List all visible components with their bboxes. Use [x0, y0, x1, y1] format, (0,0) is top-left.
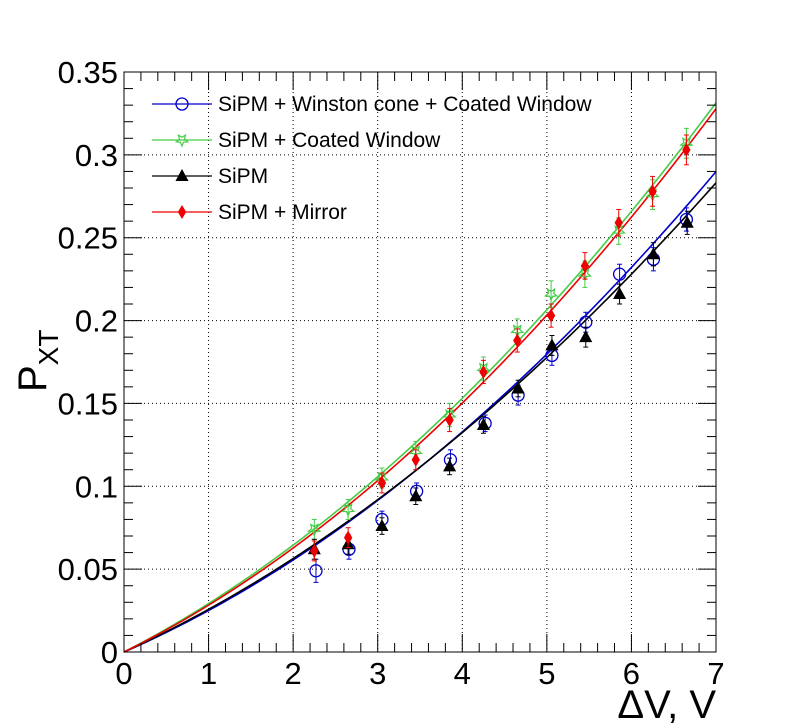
point-sipm — [375, 519, 389, 532]
y-tick-label: 0.2 — [75, 304, 118, 339]
x-tick-label: 0 — [115, 656, 132, 691]
fit-curve-sipm-mirror — [123, 108, 717, 653]
point-sipm-coated-window — [510, 324, 525, 339]
point-sipm — [579, 330, 593, 343]
point-sipm-coated-window — [543, 287, 559, 302]
point-sipm-mirror — [546, 308, 556, 323]
x-tick-label: 4 — [454, 656, 471, 691]
y-tick-label: 0.35 — [58, 55, 118, 90]
point-sipm-mirror — [682, 142, 691, 157]
point-sipm — [545, 338, 559, 351]
legend: SiPM + Winston cone + Coated Window SiPM … — [152, 93, 592, 224]
point-sipm-mirror — [648, 184, 657, 199]
point-sipm-mirror — [343, 530, 353, 545]
point-sipm-mirror — [445, 413, 454, 427]
point-sipm-mirror — [580, 258, 590, 273]
point-sipm-coated-window — [307, 523, 322, 537]
point-sipm-mirror — [310, 543, 319, 558]
point-sipm-mirror — [377, 475, 387, 490]
x-tick-label: 7 — [707, 656, 724, 691]
point-sipm-mirror — [411, 452, 420, 467]
legend-label-sipm-winston-cone-coated-window: SiPM + Winston cone + Coated Window — [218, 93, 592, 116]
y-tick-label: 0.3 — [75, 138, 118, 173]
point-sipm — [613, 287, 627, 300]
point-sipm-mirror — [513, 333, 522, 348]
legend-marker-sipm-winston-cone-coated-window — [175, 97, 189, 111]
fit-curve-sipm — [123, 182, 717, 653]
legend-marker-sipm-mirror — [177, 205, 187, 219]
y-axis-title: PXT — [11, 330, 64, 392]
point-sipm-coated-window — [340, 503, 356, 518]
point-sipm-winston-cone-coated-window — [612, 267, 627, 281]
y-tick-label: 0.25 — [58, 221, 118, 256]
point-sipm-mirror — [614, 215, 623, 230]
point-sipm-coated-window — [408, 445, 423, 460]
point-sipm — [511, 381, 525, 394]
grid — [124, 72, 716, 652]
plot-frame — [123, 71, 717, 653]
x-tick-label: 3 — [369, 656, 386, 691]
legend-label-sipm-coated-window: SiPM + Coated Window — [218, 129, 441, 152]
x-tick-label: 6 — [623, 656, 640, 691]
fit-curve-sipm-winston-cone-coated-window — [123, 171, 717, 653]
data-points — [307, 127, 694, 583]
y-tick-label: 0 — [101, 635, 118, 670]
point-sipm — [680, 215, 694, 228]
point-sipm-winston-cone-coated-window — [309, 564, 323, 578]
point-sipm-mirror — [479, 364, 488, 379]
legend-label-sipm: SiPM — [218, 165, 268, 188]
point-sipm — [443, 459, 457, 472]
svg-text:PXT: PXT — [11, 330, 64, 392]
fit-curve-sipm-coated-window — [123, 102, 717, 653]
axis-tick-labels: 0 1 2 3 4 5 6 7 0 0.05 0.1 0.15 0.2 0.25 0.3 0.35 — [58, 55, 725, 691]
y-tick-label: 0.1 — [75, 469, 118, 504]
y-tick-label: 0.15 — [58, 386, 118, 421]
legend-label-sipm-mirror: SiPM + Mirror — [218, 201, 347, 224]
point-sipm — [409, 489, 423, 502]
x-tick-label: 1 — [200, 656, 217, 691]
y-tick-label: 0.05 — [58, 552, 118, 587]
legend-marker-sipm-coated-window — [174, 133, 190, 148]
point-sipm — [476, 417, 490, 430]
x-tick-label: 2 — [285, 656, 302, 691]
y-axis-title-subscript: XT — [33, 330, 64, 366]
y-axis-title-main: P — [11, 365, 55, 392]
x-axis-title: ΔV, V — [617, 683, 716, 724]
x-tick-label: 5 — [538, 656, 555, 691]
legend-marker-sipm — [175, 168, 189, 181]
axis-ticks — [123, 71, 717, 653]
point-sipm — [646, 247, 660, 260]
